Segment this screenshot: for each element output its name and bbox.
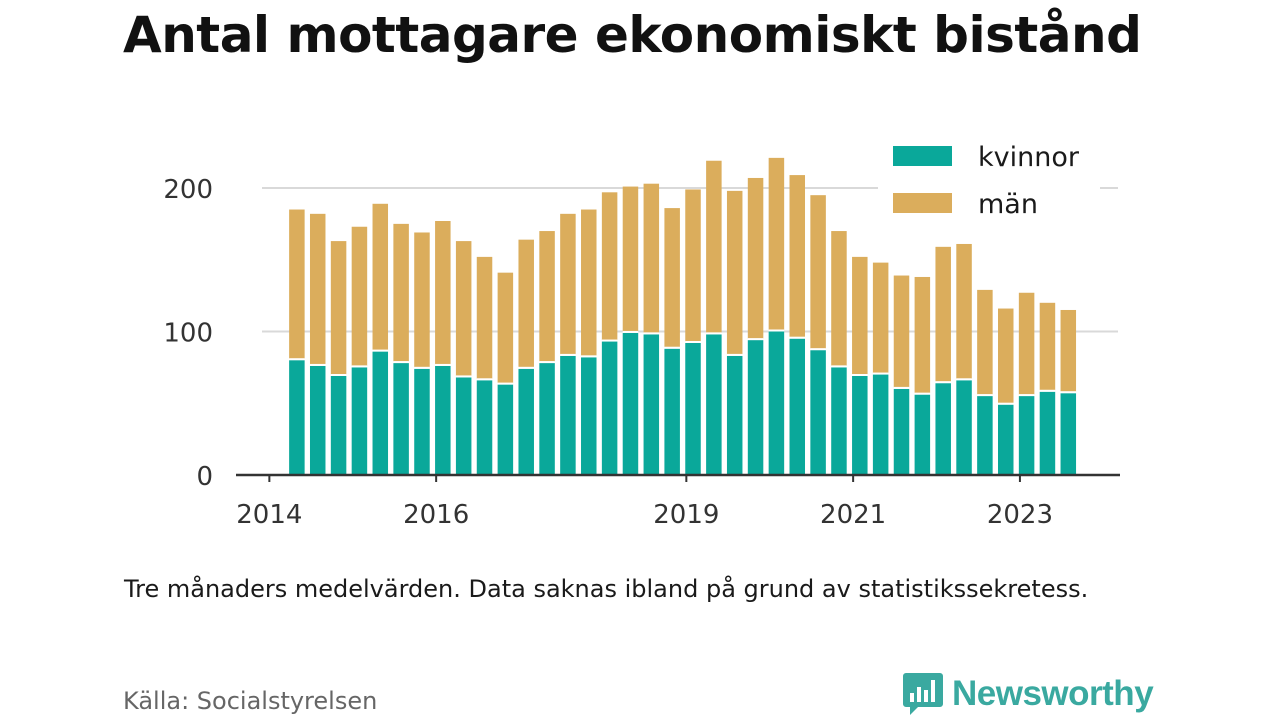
logo-text: Newsworthy bbox=[952, 674, 1154, 713]
bar-man bbox=[914, 276, 931, 394]
legend-label-kvinnor: kvinnor bbox=[978, 142, 1080, 173]
bar-kvinnor bbox=[872, 374, 889, 475]
bar-kvinnor bbox=[372, 351, 389, 475]
bar-kvinnor bbox=[956, 380, 972, 475]
y-tick-label: 200 bbox=[163, 175, 213, 205]
bar-kvinnor bbox=[518, 368, 534, 475]
bar-man bbox=[414, 232, 430, 368]
chart-title: Antal mottagare ekonomiskt bistånd bbox=[123, 6, 1142, 64]
bar-man bbox=[622, 186, 639, 332]
bar-kvinnor bbox=[747, 340, 764, 475]
bar-man bbox=[977, 289, 993, 395]
bar-man bbox=[289, 209, 305, 359]
x-tick-label: 2021 bbox=[820, 500, 886, 530]
bar-man bbox=[643, 183, 660, 333]
bar-kvinnor bbox=[852, 375, 868, 475]
bar-kvinnor bbox=[810, 350, 826, 475]
x-tick-label: 2016 bbox=[403, 500, 469, 530]
bar-man bbox=[455, 241, 472, 376]
bar-kvinnor bbox=[1060, 393, 1077, 475]
bar-kvinnor bbox=[581, 357, 597, 475]
bar-chart-speech-bubble-icon bbox=[903, 673, 943, 715]
bar-man bbox=[935, 246, 951, 382]
bar-kvinnor bbox=[1039, 391, 1056, 475]
bar-man bbox=[351, 226, 368, 366]
bar-man bbox=[309, 213, 326, 365]
bar-kvinnor bbox=[726, 355, 743, 475]
bar-man bbox=[852, 256, 868, 375]
y-tick-label: 0 bbox=[196, 462, 213, 492]
x-tick-label: 2014 bbox=[236, 500, 302, 530]
bar-kvinnor bbox=[497, 384, 514, 475]
bar-man bbox=[1018, 292, 1035, 395]
bar-man bbox=[706, 160, 722, 333]
bar-man bbox=[560, 213, 576, 355]
bar-man bbox=[372, 203, 389, 351]
bar-kvinnor bbox=[393, 363, 409, 475]
bar-kvinnor bbox=[643, 334, 660, 475]
bar-kvinnor bbox=[351, 367, 368, 475]
bar-kvinnor bbox=[997, 404, 1014, 475]
bar-man bbox=[601, 192, 618, 341]
bar-kvinnor bbox=[789, 338, 806, 475]
legend-label-män: män bbox=[978, 189, 1038, 220]
legend-swatch-män bbox=[893, 193, 952, 213]
bar-kvinnor bbox=[706, 334, 722, 475]
bar-man bbox=[789, 175, 806, 338]
bar-man bbox=[685, 189, 701, 342]
bar-man bbox=[726, 190, 743, 355]
bar-kvinnor bbox=[893, 388, 910, 475]
bar-man bbox=[393, 223, 409, 362]
bar-man bbox=[435, 221, 451, 365]
bar-kvinnor bbox=[914, 394, 931, 475]
bar-kvinnor bbox=[455, 377, 472, 475]
bar-man bbox=[518, 239, 534, 368]
bar-man bbox=[768, 157, 785, 330]
bar-man bbox=[497, 272, 514, 384]
bar-man bbox=[872, 262, 889, 374]
bar-kvinnor bbox=[831, 367, 847, 475]
bar-kvinnor bbox=[289, 360, 305, 475]
bar-man bbox=[956, 243, 972, 379]
bar-kvinnor bbox=[768, 331, 785, 475]
bar-kvinnor bbox=[977, 396, 993, 475]
bar-kvinnor bbox=[414, 368, 430, 475]
bar-kvinnor bbox=[435, 365, 451, 475]
bar-man bbox=[810, 195, 826, 349]
bar-man bbox=[997, 308, 1014, 404]
bar-man bbox=[664, 208, 680, 348]
bar-man bbox=[1039, 302, 1056, 391]
bar-kvinnor bbox=[935, 383, 951, 475]
bar-kvinnor bbox=[309, 365, 326, 475]
x-tick-label: 2023 bbox=[987, 500, 1053, 530]
y-tick-label: 100 bbox=[163, 319, 213, 349]
bar-kvinnor bbox=[622, 332, 639, 475]
bar-man bbox=[747, 177, 764, 339]
bar-kvinnor bbox=[1018, 396, 1035, 475]
bar-kvinnor bbox=[560, 355, 576, 475]
bar-man bbox=[330, 241, 347, 375]
bar-kvinnor bbox=[664, 348, 680, 475]
bar-kvinnor bbox=[539, 363, 555, 475]
bar-kvinnor bbox=[601, 341, 618, 475]
bar-man bbox=[893, 275, 910, 388]
x-tick-label: 2019 bbox=[653, 500, 719, 530]
chart-note: Tre månaders medelvärden. Data saknas ib… bbox=[124, 575, 1089, 603]
bar-kvinnor bbox=[476, 380, 493, 475]
legend-swatch-kvinnor bbox=[893, 146, 952, 166]
newsworthy-logo: Newsworthy bbox=[902, 671, 1154, 717]
bar-kvinnor bbox=[685, 342, 701, 475]
bar-man bbox=[1060, 309, 1077, 392]
bar-man bbox=[476, 256, 493, 379]
bar-man bbox=[581, 209, 597, 356]
bar-man bbox=[539, 231, 555, 362]
bar-kvinnor bbox=[330, 375, 347, 475]
bar-man bbox=[831, 231, 847, 366]
source-text: Källa: Socialstyrelsen bbox=[123, 687, 378, 715]
